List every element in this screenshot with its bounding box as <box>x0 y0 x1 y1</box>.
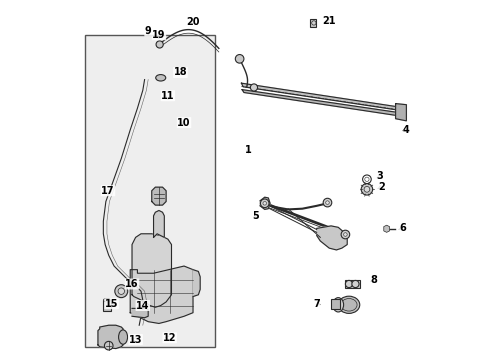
Bar <box>344 280 361 288</box>
Circle shape <box>364 186 370 192</box>
Text: 21: 21 <box>322 17 336 27</box>
Circle shape <box>326 201 329 204</box>
Polygon shape <box>98 325 123 348</box>
Circle shape <box>235 54 244 63</box>
Text: 18: 18 <box>173 67 187 77</box>
Circle shape <box>323 198 332 207</box>
Circle shape <box>343 233 347 236</box>
Text: 14: 14 <box>136 301 149 311</box>
Polygon shape <box>152 187 166 205</box>
Text: 6: 6 <box>399 224 406 233</box>
Circle shape <box>250 84 258 91</box>
Ellipse shape <box>103 298 111 302</box>
Ellipse shape <box>333 298 343 312</box>
Circle shape <box>260 199 269 208</box>
Circle shape <box>312 21 316 25</box>
Circle shape <box>104 341 113 350</box>
Text: 11: 11 <box>161 91 174 101</box>
Circle shape <box>115 285 128 298</box>
Ellipse shape <box>338 296 360 314</box>
Circle shape <box>352 280 359 288</box>
Ellipse shape <box>156 75 166 81</box>
Polygon shape <box>395 104 406 121</box>
Bar <box>85 35 215 347</box>
Polygon shape <box>242 90 403 117</box>
Polygon shape <box>384 225 390 232</box>
Circle shape <box>263 202 267 205</box>
Bar <box>103 300 111 311</box>
Polygon shape <box>132 234 172 307</box>
Text: 15: 15 <box>105 299 119 309</box>
Bar <box>331 300 340 310</box>
Circle shape <box>156 41 163 48</box>
Text: 16: 16 <box>125 279 139 289</box>
Text: 1: 1 <box>245 144 251 154</box>
Text: 13: 13 <box>129 334 143 345</box>
Polygon shape <box>242 83 403 111</box>
Text: 7: 7 <box>313 299 320 309</box>
Text: 3: 3 <box>376 171 383 181</box>
Text: 17: 17 <box>101 186 115 196</box>
Polygon shape <box>260 197 270 210</box>
Bar <box>310 19 316 27</box>
Text: 2: 2 <box>378 182 385 192</box>
Polygon shape <box>317 226 347 250</box>
Polygon shape <box>153 211 164 237</box>
Circle shape <box>361 184 373 195</box>
Circle shape <box>341 230 350 239</box>
Text: 12: 12 <box>163 333 176 343</box>
Ellipse shape <box>119 330 127 344</box>
Text: 4: 4 <box>403 125 410 135</box>
Ellipse shape <box>341 298 357 311</box>
Text: 9: 9 <box>145 26 151 36</box>
Polygon shape <box>193 270 200 297</box>
Polygon shape <box>132 309 148 318</box>
Polygon shape <box>130 266 193 323</box>
Text: 19: 19 <box>152 30 166 40</box>
Text: 5: 5 <box>252 211 259 221</box>
Circle shape <box>118 288 124 294</box>
Circle shape <box>345 280 353 288</box>
Text: 8: 8 <box>370 275 377 285</box>
Text: 20: 20 <box>186 17 200 27</box>
Text: 10: 10 <box>177 118 191 128</box>
